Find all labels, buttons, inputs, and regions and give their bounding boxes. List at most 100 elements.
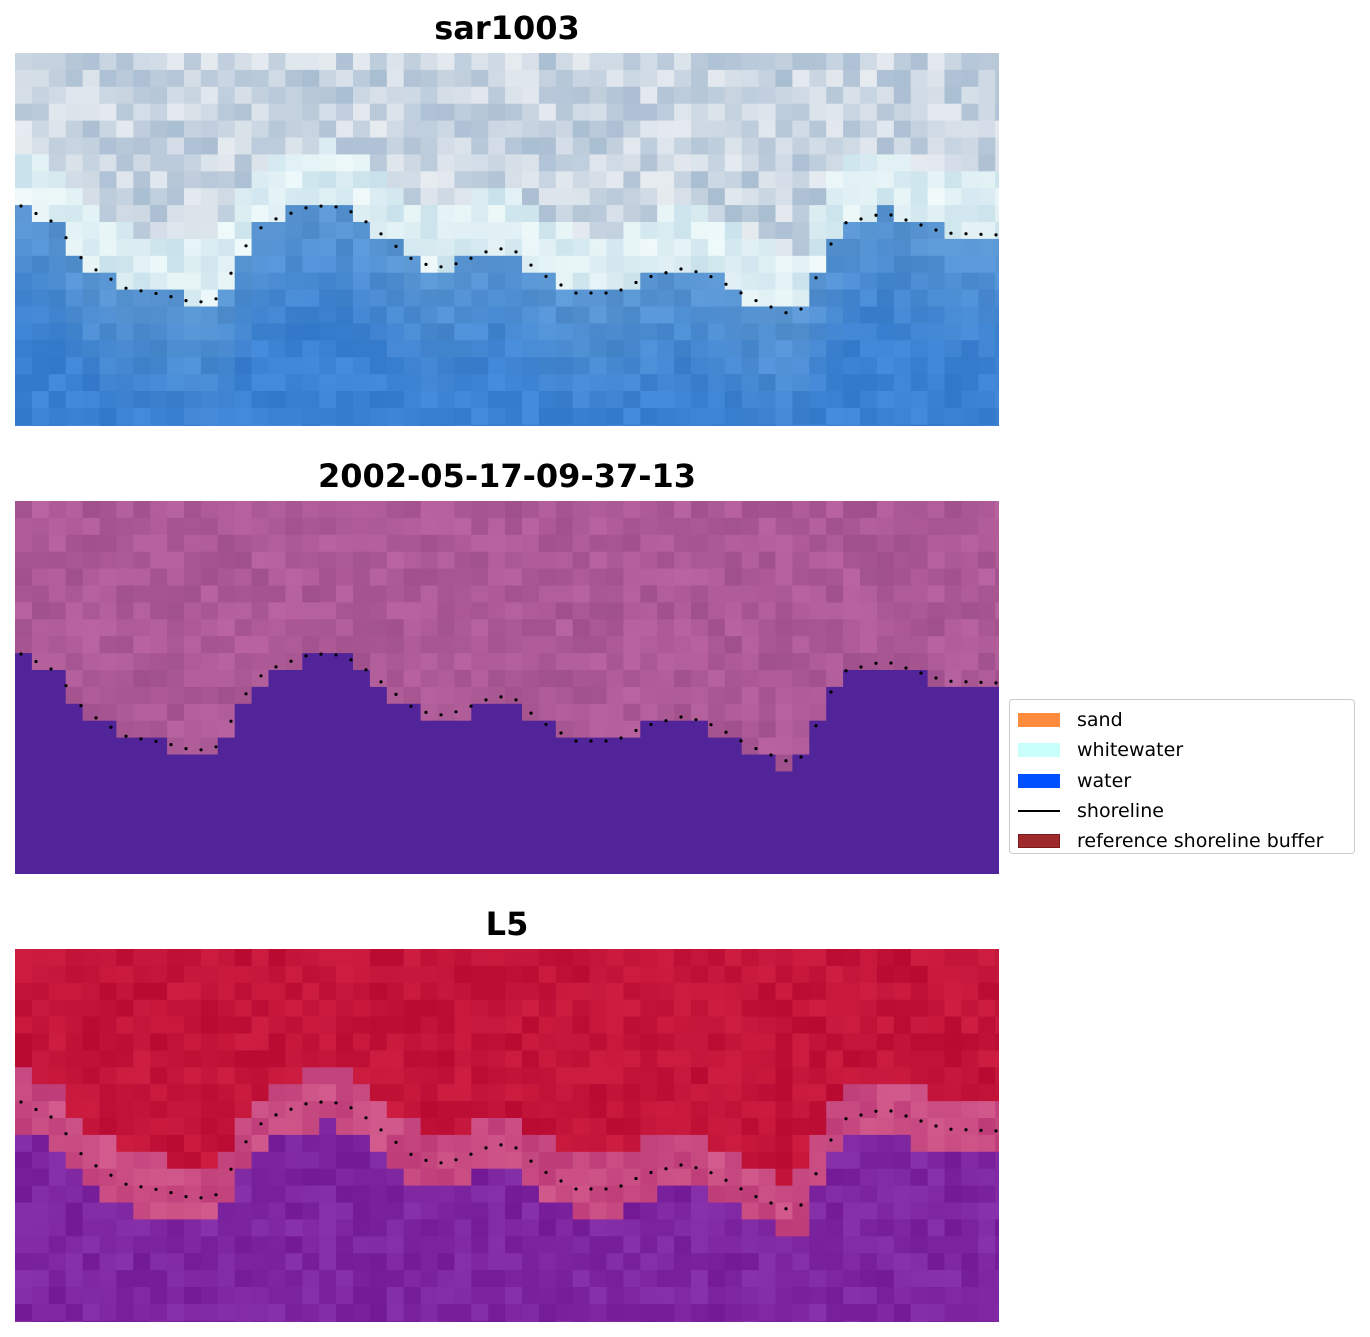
pixel <box>302 771 320 789</box>
pixel <box>775 374 793 392</box>
pixel <box>251 720 270 739</box>
shoreline-point <box>79 256 83 260</box>
pixel <box>336 737 354 756</box>
pixel <box>217 619 236 637</box>
pixel <box>99 1016 117 1035</box>
pixel <box>927 306 946 324</box>
pixel <box>15 272 33 291</box>
pixel <box>944 1050 962 1068</box>
pixel <box>437 1303 455 1322</box>
pixel <box>538 407 557 426</box>
pixel <box>555 255 574 274</box>
pixel <box>792 120 810 139</box>
pixel <box>623 1236 641 1254</box>
pixel <box>454 965 472 984</box>
pixel <box>775 1016 793 1035</box>
pixel <box>775 1151 793 1170</box>
pixel <box>674 103 692 122</box>
pixel <box>775 501 793 519</box>
pixel <box>809 602 827 620</box>
pixel <box>657 805 675 823</box>
pixel <box>707 999 726 1018</box>
pixel <box>302 53 320 71</box>
pixel <box>724 53 743 71</box>
shoreline-point <box>574 291 578 295</box>
pixel <box>336 69 354 88</box>
shoreline-point <box>949 231 953 235</box>
pixel <box>978 1151 996 1170</box>
pixel <box>826 306 844 324</box>
pixel <box>319 822 337 840</box>
pixel <box>826 703 844 722</box>
pixel <box>31 670 50 688</box>
shoreline-point <box>559 283 563 287</box>
pixel <box>809 154 827 172</box>
pixel <box>167 965 185 984</box>
pixel <box>724 771 743 789</box>
pixel <box>860 1219 878 1237</box>
pixel <box>809 822 827 840</box>
pixel <box>826 1050 844 1068</box>
pixel <box>606 534 624 553</box>
pixel <box>724 1101 743 1119</box>
shoreline-point <box>49 667 53 671</box>
pixel <box>910 1236 929 1254</box>
pixel <box>843 805 861 823</box>
pixel <box>369 1151 388 1170</box>
pixel <box>944 585 962 603</box>
pixel <box>184 340 202 358</box>
pixel <box>876 306 895 324</box>
pixel <box>555 982 574 1001</box>
pixel <box>167 205 185 223</box>
pixel <box>640 602 658 620</box>
pixel <box>826 222 844 240</box>
pixel <box>454 805 472 823</box>
pixel <box>691 686 709 705</box>
shoreline-point <box>94 1164 98 1168</box>
pixel <box>133 1050 151 1068</box>
pixel <box>200 771 219 789</box>
pixel <box>572 1253 591 1271</box>
pixel <box>48 1253 67 1271</box>
pixel <box>927 1168 946 1187</box>
pixel <box>99 1033 117 1051</box>
pixel <box>116 103 134 122</box>
pixel <box>150 424 168 426</box>
pixel <box>961 949 979 967</box>
pixel <box>707 188 726 206</box>
pixel <box>809 670 827 688</box>
pixel <box>741 855 760 874</box>
pixel <box>640 636 658 654</box>
pixel <box>741 1253 760 1271</box>
pixel <box>809 272 827 291</box>
pixel <box>809 1270 827 1288</box>
pixel <box>843 965 861 984</box>
pixel <box>437 205 455 223</box>
pixel <box>893 568 912 587</box>
pixel <box>657 1118 675 1136</box>
pixel <box>775 839 793 857</box>
pixel <box>555 737 574 756</box>
pixel <box>555 619 574 637</box>
pixel <box>471 407 489 426</box>
pixel <box>893 670 912 688</box>
pixel <box>285 839 303 857</box>
pixel <box>944 255 962 274</box>
pixel <box>775 1202 793 1220</box>
pixel <box>285 188 303 206</box>
pixel <box>48 805 67 823</box>
pixel <box>657 1101 675 1119</box>
pixel <box>65 720 84 739</box>
pixel <box>910 1118 929 1136</box>
pixel <box>572 534 591 553</box>
pixel <box>353 1202 371 1220</box>
shoreline-point <box>319 652 323 656</box>
pixel <box>674 289 692 308</box>
pixel <box>961 1320 979 1322</box>
pixel <box>640 805 658 823</box>
shoreline-point <box>769 1201 773 1205</box>
pixel <box>674 965 692 984</box>
pixel <box>572 501 591 519</box>
pixel <box>809 653 827 671</box>
pixel <box>48 323 67 341</box>
